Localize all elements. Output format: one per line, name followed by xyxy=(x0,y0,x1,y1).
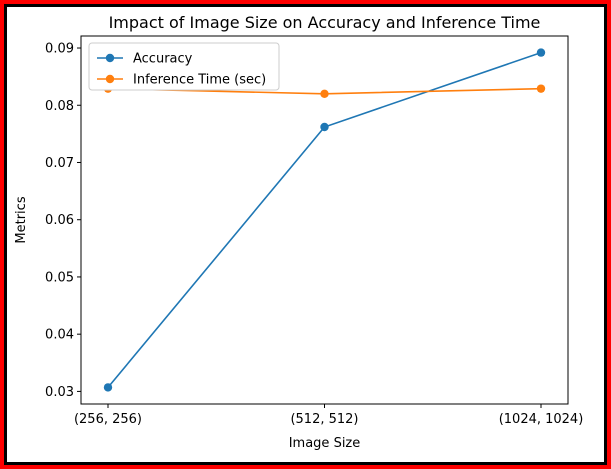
y-tick-label: 0.07 xyxy=(45,156,74,171)
data-point xyxy=(536,84,546,93)
y-axis-title: Metrics xyxy=(14,196,29,243)
legend-label: Accuracy xyxy=(133,52,193,67)
data-point xyxy=(103,383,113,392)
legend-swatch-marker xyxy=(105,53,115,63)
x-tick-label: (512, 512) xyxy=(290,412,358,427)
y-tick-label: 0.03 xyxy=(45,385,74,400)
legend-label: Inference Time (sec) xyxy=(133,73,266,88)
inner-border: Impact of Image Size on Accuracy and Inf… xyxy=(4,4,607,465)
x-axis-title: Image Size xyxy=(289,436,361,451)
chart-title: Impact of Image Size on Accuracy and Inf… xyxy=(109,13,541,32)
line-chart: Impact of Image Size on Accuracy and Inf… xyxy=(14,13,584,451)
legend-box xyxy=(88,42,280,91)
series-0 xyxy=(103,48,546,392)
y-tick-label: 0.09 xyxy=(45,42,74,57)
y-tick-label: 0.06 xyxy=(45,213,74,228)
x-tick-label: (1024, 1024) xyxy=(499,412,584,427)
y-tick-label: 0.05 xyxy=(45,270,74,285)
y-tick-label: 0.08 xyxy=(45,99,74,114)
plot-area: 0.03 0.04 0.05 0.06 0.07 0.08 0.09 (256, 256) (5… xyxy=(45,35,584,427)
data-point xyxy=(320,89,329,99)
data-point xyxy=(536,48,546,57)
x-tick-label: (256, 256) xyxy=(74,412,142,427)
data-point xyxy=(320,122,329,132)
series-line xyxy=(107,51,542,388)
legend: Accuracy Inference Time (sec) xyxy=(88,42,280,91)
y-tick-label: 0.04 xyxy=(45,328,74,343)
figure-canvas: Impact of Image Size on Accuracy and Inf… xyxy=(7,7,604,462)
legend-swatch-marker xyxy=(105,74,115,84)
